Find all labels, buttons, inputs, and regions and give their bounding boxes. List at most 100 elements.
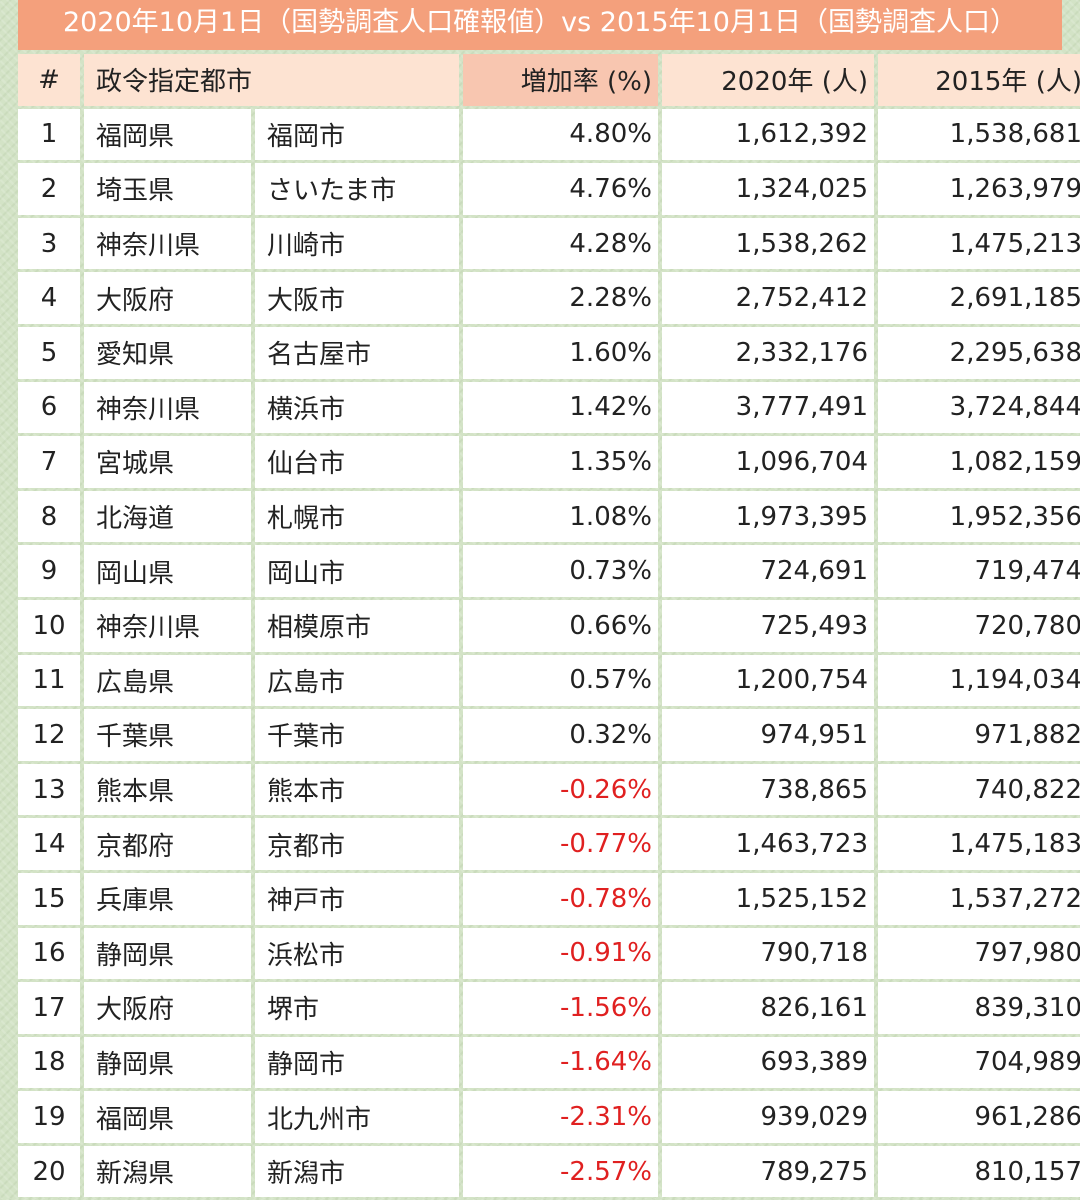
cell-rank: 13 bbox=[18, 763, 80, 816]
cell-pop-2020: 939,029 bbox=[662, 1091, 874, 1143]
cell-pop-2020: 826,161 bbox=[662, 982, 874, 1034]
cell-rank: 11 bbox=[18, 654, 80, 707]
cell-prefecture: 埼玉県 bbox=[84, 163, 251, 215]
cell-pop-2015: 740,822 bbox=[878, 763, 1080, 816]
cell-rate: 0.32% bbox=[463, 709, 658, 761]
cell-prefecture: 神奈川県 bbox=[84, 217, 251, 270]
cell-rate: 4.80% bbox=[463, 108, 658, 161]
cell-city: さいたま市 bbox=[255, 163, 459, 215]
population-table: # 政令指定都市 増加率 (%) 2020年 (人) 2015年 (人) 1 福岡… bbox=[18, 54, 1080, 1200]
cell-pop-2020: 738,865 bbox=[662, 763, 874, 816]
cell-pop-2020: 1,612,392 bbox=[662, 108, 874, 161]
cell-rank: 10 bbox=[18, 599, 80, 652]
cell-pop-2020: 2,332,176 bbox=[662, 326, 874, 379]
cell-city: 新潟市 bbox=[255, 1145, 459, 1198]
cell-prefecture: 宮城県 bbox=[84, 436, 251, 488]
cell-city: 堺市 bbox=[255, 982, 459, 1034]
cell-city: 相模原市 bbox=[255, 599, 459, 652]
cell-pop-2015: 1,475,183 bbox=[878, 818, 1080, 870]
cell-pop-2020: 693,389 bbox=[662, 1036, 874, 1089]
cell-rank: 18 bbox=[18, 1036, 80, 1089]
cell-rate: 0.57% bbox=[463, 654, 658, 707]
cell-rate: 4.76% bbox=[463, 163, 658, 215]
cell-rank: 12 bbox=[18, 709, 80, 761]
cell-prefecture: 静岡県 bbox=[84, 1036, 251, 1089]
cell-pop-2020: 974,951 bbox=[662, 709, 874, 761]
cell-prefecture: 兵庫県 bbox=[84, 872, 251, 925]
cell-pop-2015: 839,310 bbox=[878, 982, 1080, 1034]
cell-city: 名古屋市 bbox=[255, 326, 459, 379]
cell-prefecture: 福岡県 bbox=[84, 108, 251, 161]
table-title: 2020年10月1日（国勢調査人口確報値）vs 2015年10月1日（国勢調査人… bbox=[18, 0, 1062, 50]
cell-city: 仙台市 bbox=[255, 436, 459, 488]
cell-pop-2020: 1,538,262 bbox=[662, 217, 874, 270]
cell-pop-2015: 1,263,979 bbox=[878, 163, 1080, 215]
cell-pop-2020: 725,493 bbox=[662, 599, 874, 652]
header-pop-2015: 2015年 (人) bbox=[878, 54, 1080, 106]
cell-pop-2015: 720,780 bbox=[878, 599, 1080, 652]
cell-city: 岡山市 bbox=[255, 545, 459, 597]
cell-rank: 6 bbox=[18, 381, 80, 434]
cell-pop-2020: 789,275 bbox=[662, 1145, 874, 1198]
cell-rank: 5 bbox=[18, 326, 80, 379]
cell-rate: -1.56% bbox=[463, 982, 658, 1034]
cell-rate: -1.64% bbox=[463, 1036, 658, 1089]
cell-rate: 1.60% bbox=[463, 326, 658, 379]
cell-city: 千葉市 bbox=[255, 709, 459, 761]
cell-rank: 4 bbox=[18, 272, 80, 324]
cell-city: 横浜市 bbox=[255, 381, 459, 434]
cell-prefecture: 大阪府 bbox=[84, 272, 251, 324]
cell-pop-2020: 790,718 bbox=[662, 927, 874, 980]
cell-city: 熊本市 bbox=[255, 763, 459, 816]
cell-pop-2020: 1,525,152 bbox=[662, 872, 874, 925]
cell-rank: 7 bbox=[18, 436, 80, 488]
cell-pop-2015: 3,724,844 bbox=[878, 381, 1080, 434]
cell-city: 神戸市 bbox=[255, 872, 459, 925]
cell-rate: 0.73% bbox=[463, 545, 658, 597]
cell-city: 北九州市 bbox=[255, 1091, 459, 1143]
header-rate: 増加率 (%) bbox=[463, 54, 658, 106]
cell-prefecture: 静岡県 bbox=[84, 927, 251, 980]
cell-prefecture: 千葉県 bbox=[84, 709, 251, 761]
cell-pop-2015: 1,194,034 bbox=[878, 654, 1080, 707]
cell-pop-2020: 1,463,723 bbox=[662, 818, 874, 870]
cell-prefecture: 新潟県 bbox=[84, 1145, 251, 1198]
header-rank: # bbox=[18, 54, 80, 106]
cell-city: 広島市 bbox=[255, 654, 459, 707]
cell-pop-2020: 1,973,395 bbox=[662, 490, 874, 543]
cell-rate: 1.35% bbox=[463, 436, 658, 488]
cell-rate: -0.26% bbox=[463, 763, 658, 816]
header-city: 政令指定都市 bbox=[84, 54, 459, 106]
cell-prefecture: 福岡県 bbox=[84, 1091, 251, 1143]
cell-rate: 1.42% bbox=[463, 381, 658, 434]
cell-pop-2015: 1,537,272 bbox=[878, 872, 1080, 925]
cell-pop-2015: 1,952,356 bbox=[878, 490, 1080, 543]
header-pop-2020: 2020年 (人) bbox=[662, 54, 874, 106]
cell-prefecture: 岡山県 bbox=[84, 545, 251, 597]
cell-rank: 16 bbox=[18, 927, 80, 980]
cell-rate: -0.91% bbox=[463, 927, 658, 980]
cell-pop-2015: 719,474 bbox=[878, 545, 1080, 597]
cell-rank: 3 bbox=[18, 217, 80, 270]
cell-prefecture: 広島県 bbox=[84, 654, 251, 707]
cell-pop-2020: 2,752,412 bbox=[662, 272, 874, 324]
cell-rate: 2.28% bbox=[463, 272, 658, 324]
cell-rank: 1 bbox=[18, 108, 80, 161]
cell-rate: -0.78% bbox=[463, 872, 658, 925]
cell-pop-2020: 1,324,025 bbox=[662, 163, 874, 215]
cell-rank: 15 bbox=[18, 872, 80, 925]
cell-city: 大阪市 bbox=[255, 272, 459, 324]
cell-prefecture: 大阪府 bbox=[84, 982, 251, 1034]
cell-pop-2020: 1,096,704 bbox=[662, 436, 874, 488]
cell-pop-2015: 1,082,159 bbox=[878, 436, 1080, 488]
cell-rank: 20 bbox=[18, 1145, 80, 1198]
cell-city: 福岡市 bbox=[255, 108, 459, 161]
cell-rank: 17 bbox=[18, 982, 80, 1034]
cell-rank: 19 bbox=[18, 1091, 80, 1143]
cell-pop-2020: 1,200,754 bbox=[662, 654, 874, 707]
cell-pop-2015: 797,980 bbox=[878, 927, 1080, 980]
cell-city: 京都市 bbox=[255, 818, 459, 870]
cell-pop-2015: 971,882 bbox=[878, 709, 1080, 761]
cell-rate: -0.77% bbox=[463, 818, 658, 870]
cell-pop-2015: 961,286 bbox=[878, 1091, 1080, 1143]
